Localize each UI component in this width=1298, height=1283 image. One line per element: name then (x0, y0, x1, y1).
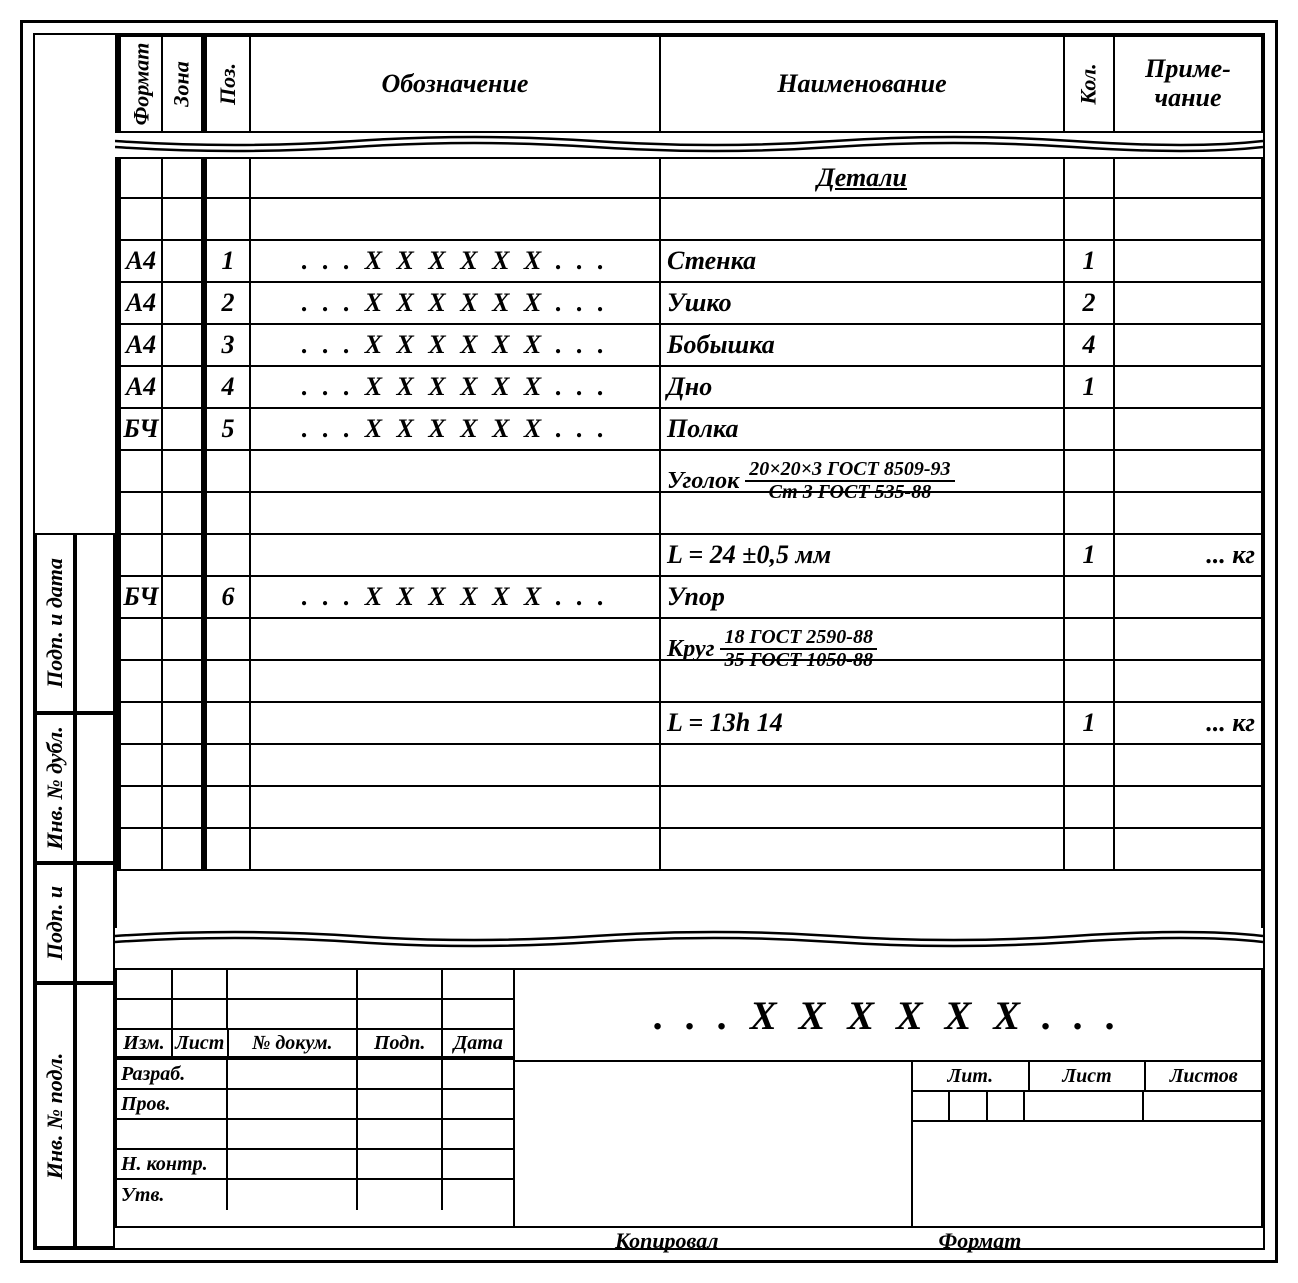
table-row: А4 2 . . . Х Х Х Х Х Х . . . Ушко 2 (117, 283, 1261, 325)
side-col2c (75, 863, 115, 983)
blank-row (117, 745, 1261, 787)
tb-izm: Изм. (117, 1030, 173, 1056)
krug-row-top: Круг 18 ГОСТ 2590-88 35 ГОСТ 1050-88 (117, 619, 1261, 661)
side-podp-data: Подп. и дата (35, 533, 75, 713)
tb-lit: Лит. (913, 1062, 1030, 1090)
footer-labels: Копировал Формат (115, 1228, 1263, 1252)
wavy-break-top (115, 135, 1263, 153)
spec-header: Формат Зона Поз. Обозначение Наименовани… (115, 35, 1263, 133)
side-podp-i: Подп. и (35, 863, 75, 983)
blank-row (117, 199, 1261, 241)
side-labels: Подп. и дата Инв. № дубл. Подп. и Инв. №… (35, 533, 115, 1248)
hdr-poz: Поз. (203, 37, 251, 131)
tb-utv: Утв. (117, 1180, 228, 1210)
tb-data: Дата (443, 1030, 513, 1056)
side-inv-podl: Инв. № подл. (35, 983, 75, 1248)
table-row: БЧ 6 . . . Х Х Х Х Х Х . . . Упор (117, 577, 1261, 619)
ugolok-row-top: Уголок 20×20×3 ГОСТ 8509-93 Ст 3 ГОСТ 53… (117, 451, 1261, 493)
tb-podp: Подп. (358, 1030, 444, 1056)
krug-fraction: 18 ГОСТ 2590-88 35 ГОСТ 1050-88 (720, 627, 876, 671)
tb-rest (1023, 1092, 1261, 1122)
section-row: Детали (117, 157, 1261, 199)
side-inv-dubl: Инв. № дубл. (35, 713, 75, 863)
tb-list2: Лист (1030, 1062, 1147, 1090)
length-row-2: L = 13h 14 1 ... кг (117, 703, 1261, 745)
krug-prefix: Круг (667, 636, 714, 663)
blank-row (117, 787, 1261, 829)
wavy-break-bottom (115, 930, 1263, 948)
side-col2b (75, 713, 115, 863)
tb-org-box (911, 1122, 1261, 1226)
table-row: А4 3 . . . Х Х Х Х Х Х . . . Бобышка 4 (117, 325, 1261, 367)
hdr-format: Формат (117, 37, 163, 131)
blank-row (117, 829, 1261, 871)
tb-razrab: Разраб. (117, 1060, 228, 1088)
table-row: БЧ 5 . . . Х Х Х Х Х Х . . . Полка (117, 409, 1261, 451)
tb-list: Лист (173, 1030, 229, 1056)
drawing-sheet: Формат Зона Поз. Обозначение Наименовани… (20, 20, 1278, 1263)
tb-ndoc: № докум. (229, 1030, 358, 1056)
inner-frame: Формат Зона Поз. Обозначение Наименовани… (33, 33, 1265, 1250)
tb-right-lower: Лит. Лист Листов (515, 1062, 1261, 1226)
table-row: А4 1 . . . Х Х Х Х Х Х . . . Стенка 1 (117, 241, 1261, 283)
side-col2d (75, 983, 115, 1248)
tb-nkontr: Н. контр. (117, 1150, 228, 1178)
side-col2a (75, 533, 115, 713)
ugolok-prefix: Уголок (667, 468, 739, 495)
section-title: Детали (817, 163, 907, 193)
hdr-zona: Зона (163, 37, 203, 131)
footer-format: Формат (939, 1228, 1022, 1252)
tb-lit-boxes (911, 1092, 1023, 1122)
table-row: А4 4 . . . Х Х Х Х Х Х . . . Дно 1 (117, 367, 1261, 409)
hdr-oboz: Обозначение (251, 37, 661, 131)
ugolok-fraction: 20×20×3 ГОСТ 8509-93 Ст 3 ГОСТ 535-88 (745, 459, 954, 503)
spec-body: Детали А4 1 . . . Х Х Х Х Х Х . . . Стен… (115, 157, 1263, 928)
length-row-1: L = 24 ±0,5 мм 1 ... кг (117, 535, 1261, 577)
hdr-kol: Кол. (1065, 37, 1115, 131)
tb-left-grid: Изм. Лист № докум. Подп. Дата Разраб. Пр… (117, 970, 515, 1226)
tb-main-designation: . . . Х Х Х Х Х Х . . . (515, 970, 1261, 1062)
tb-prov: Пров. (117, 1090, 228, 1118)
title-block: . . . Х Х Х Х Х Х . . . Изм. Лист № доку… (115, 948, 1263, 1248)
hdr-naim: Наименование (661, 37, 1065, 131)
footer-kopiroval: Копировал (615, 1228, 719, 1252)
hdr-prim: Приме- чание (1115, 37, 1261, 131)
tb-listov: Листов (1146, 1062, 1261, 1090)
